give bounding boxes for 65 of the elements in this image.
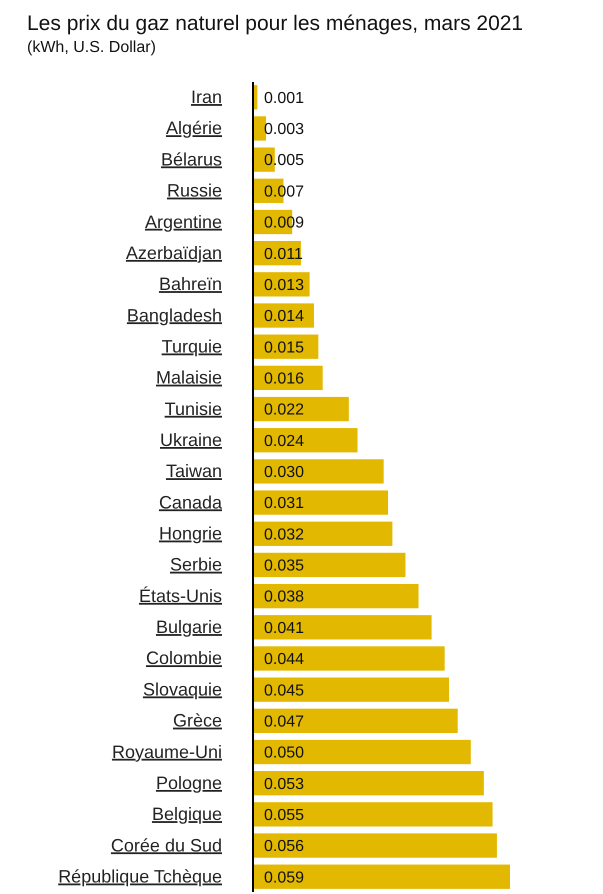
y-tick-label: Corée du Sud bbox=[110, 835, 222, 856]
bar bbox=[253, 584, 419, 608]
bar bbox=[253, 708, 458, 733]
bar bbox=[253, 615, 432, 640]
data-label: 0.015 bbox=[264, 339, 304, 356]
data-label: 0.056 bbox=[264, 838, 304, 856]
y-tick-label: Slovaquie bbox=[142, 679, 222, 700]
bar bbox=[253, 646, 445, 671]
y-tick-label: Iran bbox=[190, 87, 222, 108]
y-tick-label: Bangladesh bbox=[126, 305, 222, 326]
y-tick-label: Malaisie bbox=[156, 368, 222, 388]
y-tick-label: États-Unis bbox=[138, 586, 222, 606]
bar bbox=[253, 864, 510, 889]
y-tick-label: Algérie bbox=[166, 118, 222, 138]
data-label: 0.035 bbox=[264, 558, 304, 575]
y-tick-label: Ukraine bbox=[160, 430, 222, 450]
y-tick-label: Hongrie bbox=[158, 524, 222, 544]
y-tick-label: Azerbaïdjan bbox=[126, 242, 222, 263]
y-tick-label: Turquie bbox=[162, 336, 222, 356]
bar bbox=[253, 522, 392, 546]
y-tick-label: Pologne bbox=[156, 772, 222, 793]
data-label: 0.050 bbox=[264, 744, 304, 762]
y-tick-label: Belgique bbox=[152, 804, 222, 824]
y-tick-label: Canada bbox=[158, 492, 223, 512]
data-label: 0.041 bbox=[264, 620, 304, 637]
y-tick-label: Tunisie bbox=[164, 398, 222, 419]
bar bbox=[253, 552, 406, 578]
data-label: 0.044 bbox=[264, 651, 304, 668]
bar bbox=[253, 459, 384, 484]
y-tick-label: Russie bbox=[166, 180, 222, 201]
data-label: 0.053 bbox=[264, 776, 304, 793]
data-label: 0.055 bbox=[264, 806, 304, 824]
bar bbox=[253, 677, 450, 702]
y-tick-label: Bélarus bbox=[160, 149, 222, 170]
y-tick-label: Argentine bbox=[144, 212, 222, 232]
data-label: 0.038 bbox=[264, 588, 304, 606]
y-tick-label: Bulgarie bbox=[156, 617, 222, 638]
data-label: 0.047 bbox=[264, 713, 304, 730]
chart-title: Les prix du gaz naturel pour les ménages, mars 2021 bbox=[27, 12, 524, 35]
bar bbox=[253, 740, 471, 764]
bar bbox=[253, 771, 484, 796]
data-label: 0.013 bbox=[264, 276, 304, 294]
data-label: 0.030 bbox=[264, 464, 304, 482]
bar bbox=[253, 833, 497, 858]
y-tick-label: Colombie bbox=[146, 648, 222, 668]
y-tick-label: Serbie bbox=[170, 554, 222, 575]
bar bbox=[253, 396, 349, 422]
data-label: 0.045 bbox=[264, 682, 304, 700]
bar bbox=[253, 428, 358, 452]
data-label: 0.024 bbox=[264, 432, 304, 450]
y-tick-label: Royaume-Uni bbox=[112, 742, 222, 762]
data-label: 0.022 bbox=[264, 402, 304, 419]
y-tick-label: République Tchèque bbox=[58, 866, 222, 886]
data-label: 0.014 bbox=[264, 308, 304, 326]
data-label: 0.031 bbox=[264, 495, 304, 512]
data-label: 0.032 bbox=[264, 526, 304, 544]
bar bbox=[253, 490, 388, 515]
y-tick-label: Bahreïn bbox=[158, 274, 222, 294]
y-tick-label: Grèce bbox=[172, 710, 222, 731]
data-label: 0.016 bbox=[264, 370, 304, 388]
data-label: 0.001 bbox=[264, 90, 304, 107]
y-tick-label: Taiwan bbox=[166, 461, 222, 482]
data-label: 0.059 bbox=[264, 869, 304, 886]
text: (kWh, U.S. Dollar) bbox=[27, 39, 156, 56]
bar bbox=[253, 802, 493, 827]
